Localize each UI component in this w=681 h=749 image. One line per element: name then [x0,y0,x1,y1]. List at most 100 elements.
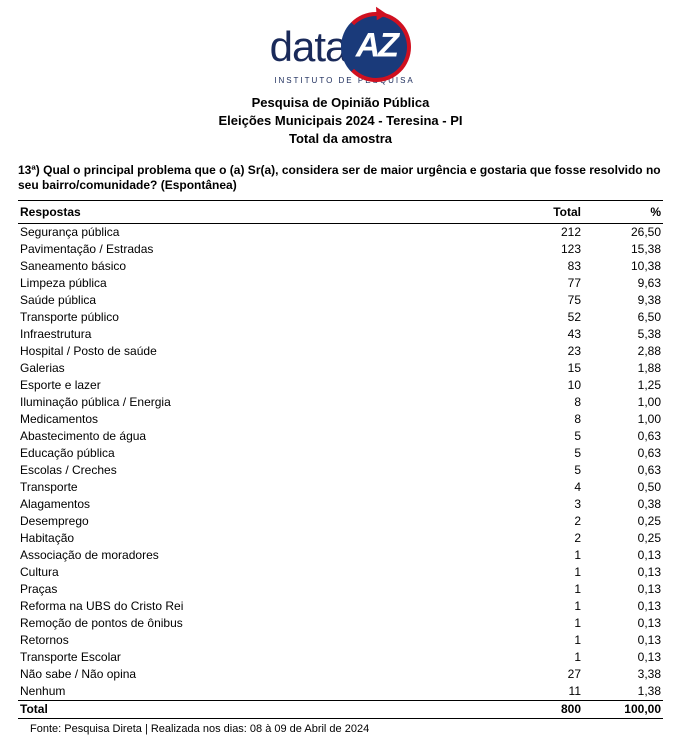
headings: Pesquisa de Opinião Pública Eleições Mun… [18,94,663,149]
cell-total: 1 [503,632,583,649]
table-row: Segurança pública21226,50 [18,223,663,241]
cell-total: 5 [503,462,583,479]
table-row: Transporte40,50 [18,479,663,496]
cell-total: 3 [503,496,583,513]
table-row: Associação de moradores10,13 [18,547,663,564]
table-row: Cultura10,13 [18,564,663,581]
cell-label: Medicamentos [18,411,503,428]
table-row: Praças10,13 [18,581,663,598]
col-percent: % [583,200,663,223]
cell-total: 212 [503,223,583,241]
table-row: Retornos10,13 [18,632,663,649]
cell-label: Galerias [18,360,503,377]
table-row: Alagamentos30,38 [18,496,663,513]
logo-circle-icon: AZ [341,12,411,82]
cell-total: 52 [503,309,583,326]
table-row: Abastecimento de água50,63 [18,428,663,445]
cell-total: 23 [503,343,583,360]
cell-percent: 10,38 [583,258,663,275]
cell-total: 77 [503,275,583,292]
cell-total: 5 [503,428,583,445]
table-row: Hospital / Posto de saúde232,88 [18,343,663,360]
cell-percent: 0,63 [583,428,663,445]
cell-label: Iluminação pública / Energia [18,394,503,411]
cell-label: Remoção de pontos de ônibus [18,615,503,632]
table-body: Segurança pública21226,50Pavimentação / … [18,223,663,718]
table-row: Medicamentos81,00 [18,411,663,428]
table-header-row: Respostas Total % [18,200,663,223]
logo-word-circle: AZ [356,27,397,66]
table-row: Galerias151,88 [18,360,663,377]
cell-percent: 9,38 [583,292,663,309]
table-row: Educação pública50,63 [18,445,663,462]
footnote: Fonte: Pesquisa Direta | Realizada nos d… [18,719,663,735]
cell-percent: 9,63 [583,275,663,292]
cell-label: Pavimentação / Estradas [18,241,503,258]
cell-percent: 15,38 [583,241,663,258]
page: dataAZ INSTITUTO DE PESQUISA Pesquisa de… [0,0,681,747]
cell-label: Alagamentos [18,496,503,513]
question-text: 13ª) Qual o principal problema que o (a)… [18,163,663,194]
table-row: Habitação20,25 [18,530,663,547]
cell-percent: 0,63 [583,445,663,462]
cell-total: 1 [503,547,583,564]
cell-percent: 0,13 [583,632,663,649]
logo-block: dataAZ INSTITUTO DE PESQUISA [18,12,663,88]
table-row: Transporte público526,50 [18,309,663,326]
table-row: Infraestrutura435,38 [18,326,663,343]
total-count: 800 [503,700,583,718]
cell-label: Segurança pública [18,223,503,241]
cell-percent: 1,25 [583,377,663,394]
total-percent: 100,00 [583,700,663,718]
cell-percent: 1,88 [583,360,663,377]
cell-total: 75 [503,292,583,309]
heading-line-1: Pesquisa de Opinião Pública [18,94,663,112]
col-respostas: Respostas [18,200,503,223]
cell-percent: 0,13 [583,598,663,615]
results-table: Respostas Total % Segurança pública21226… [18,200,663,719]
table-row: Não sabe / Não opina273,38 [18,666,663,683]
cell-label: Transporte Escolar [18,649,503,666]
col-total: Total [503,200,583,223]
cell-percent: 2,88 [583,343,663,360]
cell-percent: 0,38 [583,496,663,513]
cell-total: 1 [503,615,583,632]
cell-total: 1 [503,581,583,598]
cell-label: Desemprego [18,513,503,530]
cell-total: 11 [503,683,583,701]
cell-label: Escolas / Creches [18,462,503,479]
table-row: Esporte e lazer101,25 [18,377,663,394]
cell-total: 15 [503,360,583,377]
table-row: Nenhum111,38 [18,683,663,701]
cell-label: Abastecimento de água [18,428,503,445]
cell-label: Hospital / Posto de saúde [18,343,503,360]
cell-total: 2 [503,530,583,547]
cell-percent: 0,13 [583,615,663,632]
cell-percent: 0,50 [583,479,663,496]
cell-percent: 0,13 [583,547,663,564]
cell-label: Transporte público [18,309,503,326]
cell-total: 2 [503,513,583,530]
cell-total: 43 [503,326,583,343]
logo: dataAZ INSTITUTO DE PESQUISA [266,12,415,85]
cell-total: 4 [503,479,583,496]
cell-label: Habitação [18,530,503,547]
cell-percent: 0,25 [583,513,663,530]
heading-line-3: Total da amostra [18,130,663,148]
cell-label: Praças [18,581,503,598]
cell-label: Retornos [18,632,503,649]
cell-total: 1 [503,598,583,615]
cell-percent: 1,00 [583,394,663,411]
cell-percent: 0,13 [583,649,663,666]
table-row: Saneamento básico8310,38 [18,258,663,275]
cell-label: Saneamento básico [18,258,503,275]
table-row: Limpeza pública779,63 [18,275,663,292]
table-row: Pavimentação / Estradas12315,38 [18,241,663,258]
cell-percent: 5,38 [583,326,663,343]
table-total-row: Total800100,00 [18,700,663,718]
table-row: Saúde pública759,38 [18,292,663,309]
table-row: Remoção de pontos de ônibus10,13 [18,615,663,632]
cell-label: Esporte e lazer [18,377,503,394]
cell-total: 83 [503,258,583,275]
cell-label: Nenhum [18,683,503,701]
